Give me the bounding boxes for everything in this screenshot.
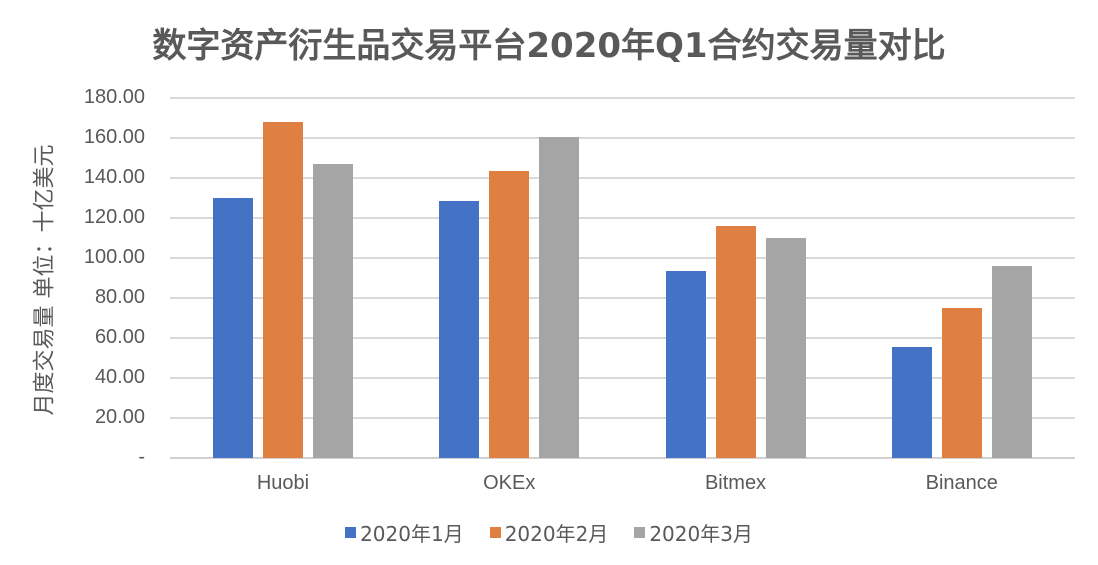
gridline xyxy=(170,377,1075,379)
legend-item: 2020年2月 xyxy=(489,518,609,547)
y-tick-label: 100.00 xyxy=(83,246,145,268)
bar-bitmex-3 xyxy=(765,238,806,458)
legend-item: 2020年1月 xyxy=(345,518,464,547)
gridline xyxy=(170,97,1075,99)
y-tick-label: 60.00 xyxy=(94,326,145,348)
y-tick-label: 80.00 xyxy=(94,286,145,308)
x-axis-line xyxy=(170,457,1075,459)
legend-label: 2020年3月 xyxy=(649,522,753,546)
bar-huobi-3 xyxy=(313,164,354,458)
legend-swatch-icon xyxy=(345,527,357,538)
x-category-label: Binance xyxy=(925,472,998,494)
gridline xyxy=(170,257,1075,259)
x-category-label: OKEx xyxy=(483,472,536,494)
y-tick-label: - xyxy=(138,446,145,468)
y-tick-label: 160.00 xyxy=(83,126,145,148)
bar-binance-3 xyxy=(991,266,1032,458)
bar-huobi-1 xyxy=(213,198,254,458)
legend-label: 2020年2月 xyxy=(504,522,609,546)
plot-area xyxy=(170,97,1075,459)
bar-okex-3 xyxy=(539,137,580,458)
bar-binance-1 xyxy=(891,347,932,458)
y-tick-label: 40.00 xyxy=(94,366,145,388)
bar-okex-2 xyxy=(489,171,530,458)
gridline xyxy=(170,297,1075,299)
y-tick-label: 20.00 xyxy=(94,406,145,428)
y-tick-label: 140.00 xyxy=(83,166,145,188)
x-category-label: Huobi xyxy=(256,472,310,494)
gridline xyxy=(170,337,1075,339)
legend-label: 2020年1月 xyxy=(360,522,464,546)
bar-okex-1 xyxy=(439,201,480,458)
legend-swatch-icon xyxy=(634,527,646,538)
gridline xyxy=(170,137,1075,139)
legend-item: 2020年3月 xyxy=(634,518,753,547)
x-category-label: Bitmex xyxy=(704,472,767,494)
y-tick-label: 180.00 xyxy=(83,86,145,108)
bar-huobi-2 xyxy=(263,122,304,458)
bar-binance-2 xyxy=(941,308,982,458)
bar-bitmex-1 xyxy=(665,271,706,458)
y-tick-label: 120.00 xyxy=(83,206,145,228)
chart-title: 数字资产衍生品交易平台2020年Q1合约交易量对比 xyxy=(152,26,946,66)
bar-bitmex-2 xyxy=(715,226,756,458)
gridline xyxy=(170,177,1075,179)
gridline xyxy=(170,217,1075,219)
gridline xyxy=(170,417,1075,419)
legend-swatch-icon xyxy=(489,527,501,538)
legend: 2020年1月 2020年2月 2020年3月 xyxy=(0,518,1098,547)
